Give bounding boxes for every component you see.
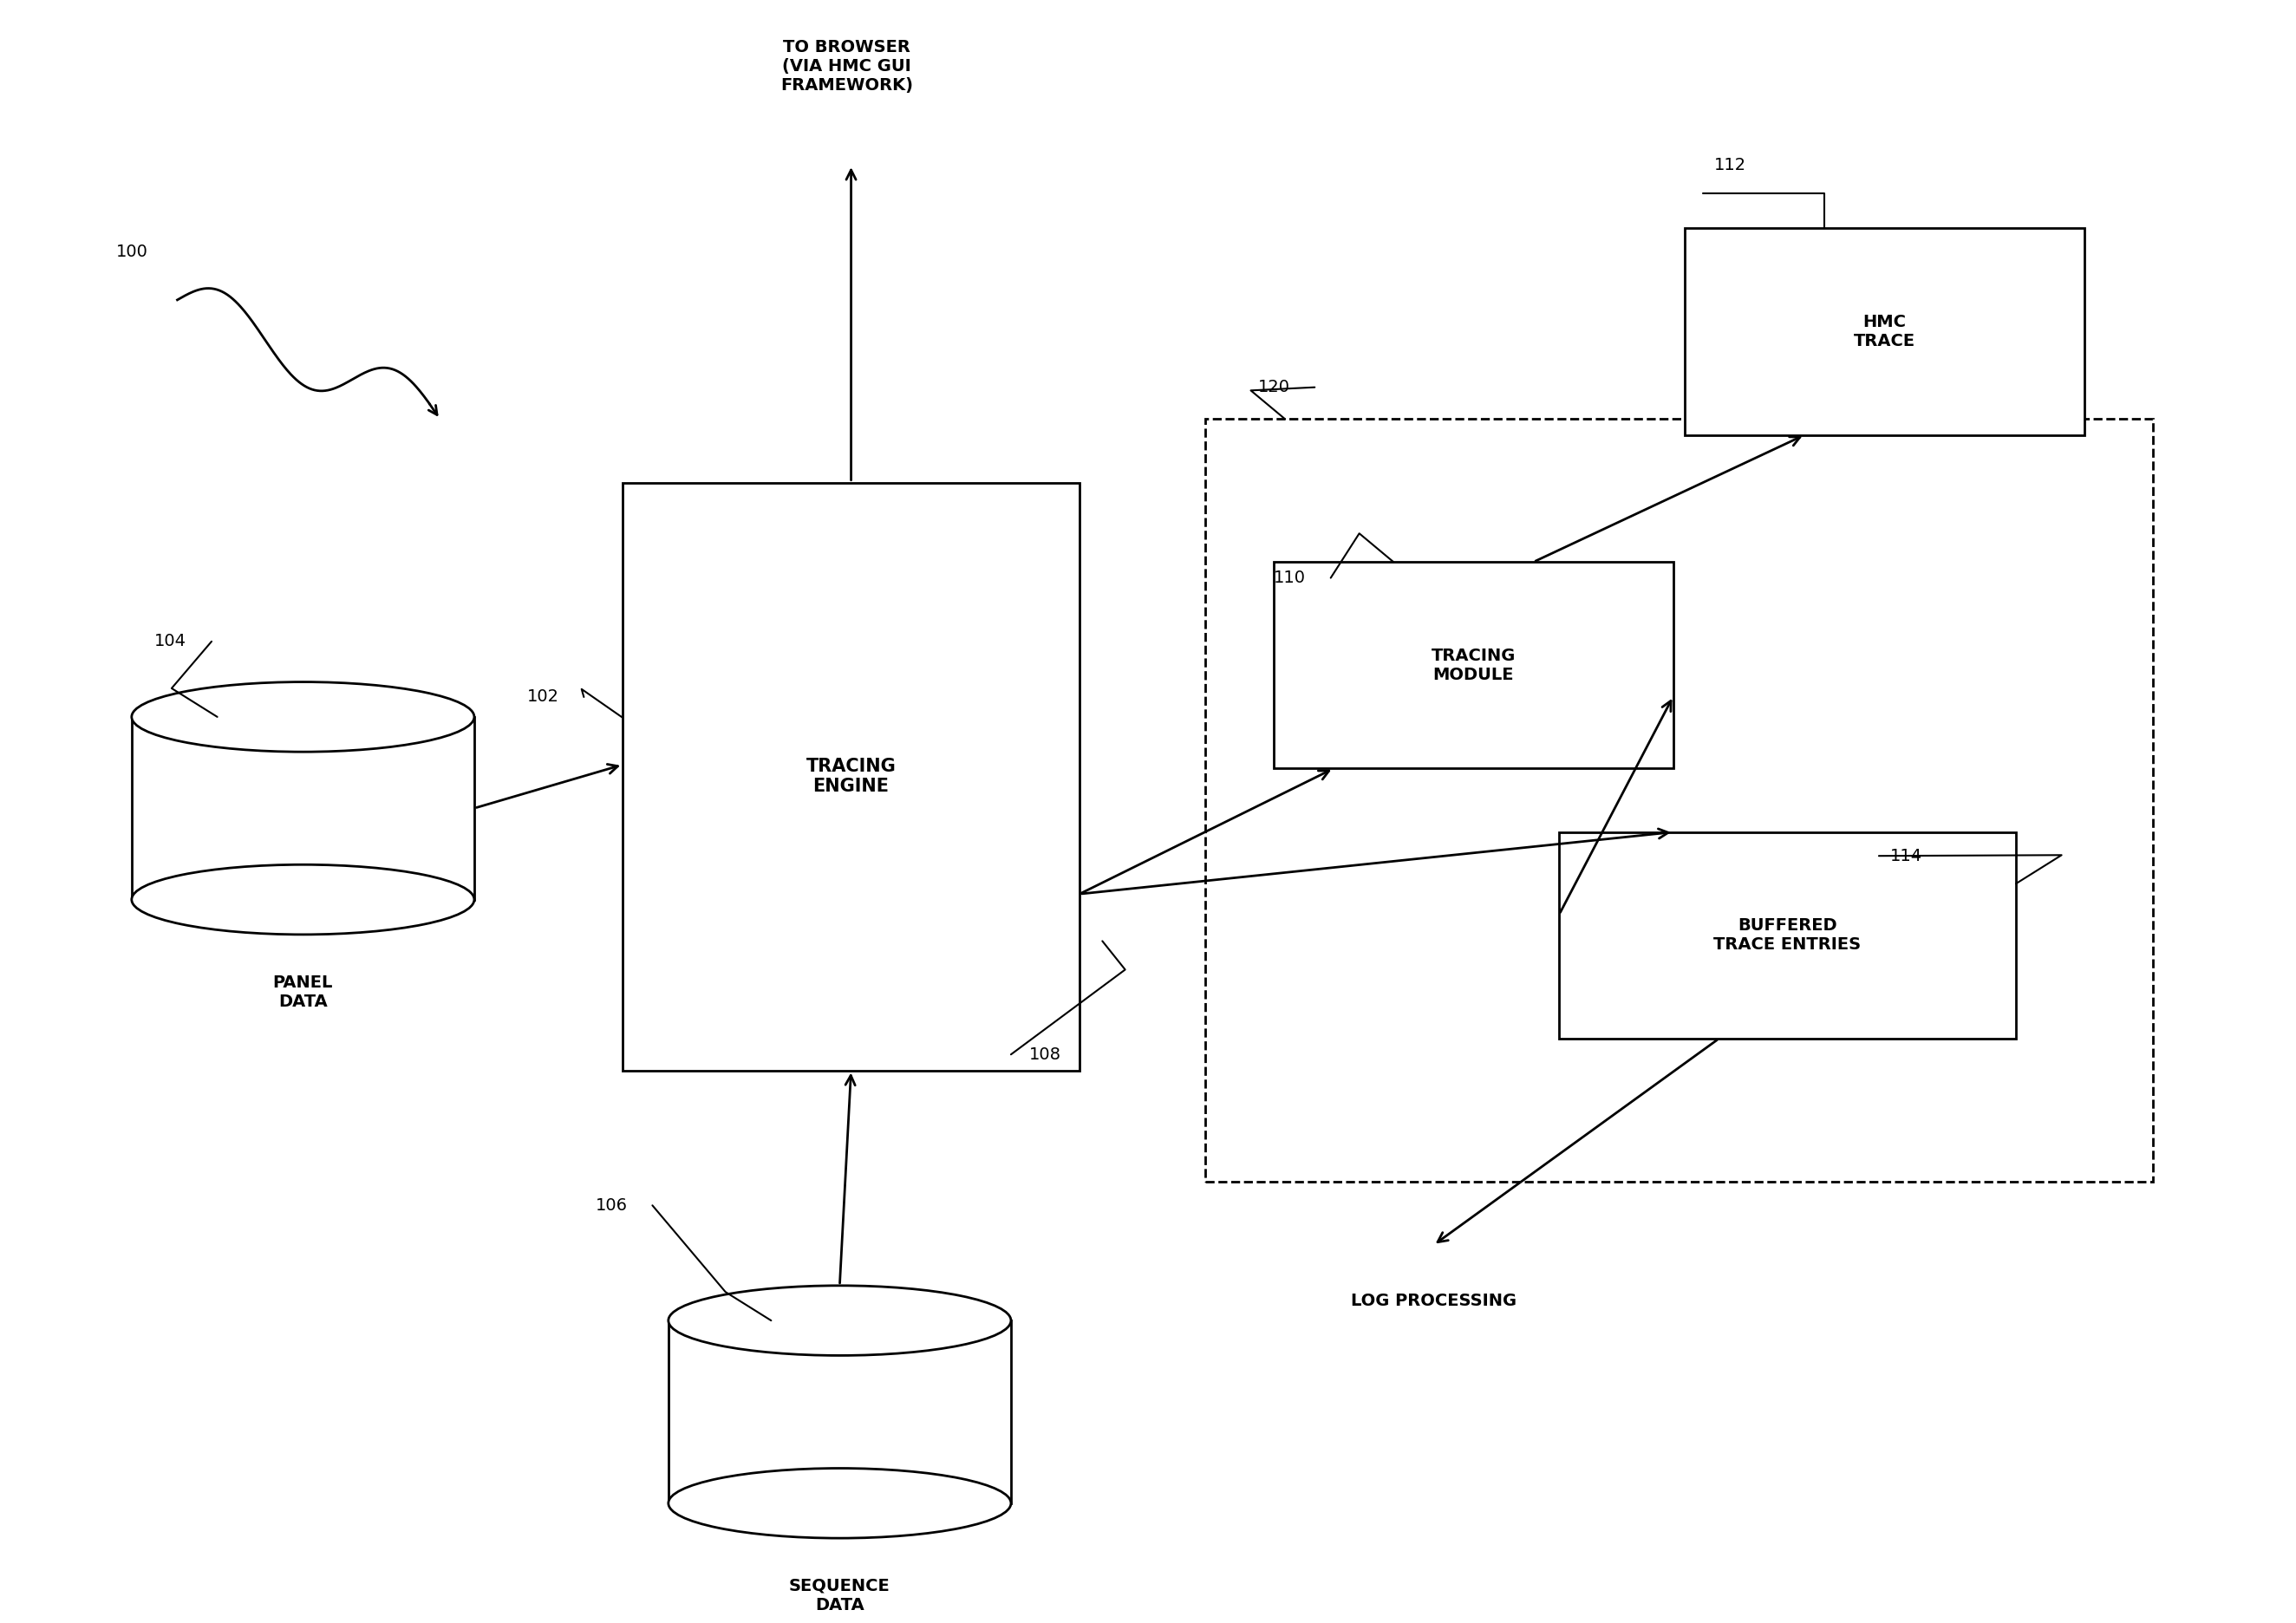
Text: SEQUENCE
DATA: SEQUENCE DATA: [790, 1578, 891, 1613]
Text: HMC
TRACE: HMC TRACE: [1853, 313, 1915, 349]
Bar: [1559, 833, 2016, 1039]
Ellipse shape: [131, 865, 475, 935]
Text: 120: 120: [1258, 380, 1290, 396]
Bar: [622, 482, 1079, 1070]
Text: 106: 106: [595, 1198, 627, 1214]
Bar: [131, 717, 475, 899]
Ellipse shape: [668, 1285, 1010, 1355]
Text: LOG PROCESSING: LOG PROCESSING: [1350, 1294, 1515, 1310]
Bar: [668, 1321, 1010, 1503]
Text: 104: 104: [154, 633, 186, 649]
Text: BUFFERED
TRACE ENTRIES: BUFFERED TRACE ENTRIES: [1713, 917, 1862, 953]
Ellipse shape: [131, 682, 475, 751]
Text: 110: 110: [1274, 570, 1306, 586]
Text: 108: 108: [1029, 1047, 1061, 1063]
Text: 100: 100: [115, 243, 147, 260]
Text: 112: 112: [1715, 157, 1747, 174]
Bar: [1205, 419, 2154, 1182]
Text: PANEL
DATA: PANEL DATA: [273, 974, 333, 1010]
Bar: [1685, 229, 2085, 435]
Text: 102: 102: [526, 688, 558, 706]
Text: TO BROWSER
(VIA HMC GUI
FRAMEWORK): TO BROWSER (VIA HMC GUI FRAMEWORK): [781, 39, 914, 94]
Bar: [1274, 562, 1674, 769]
Text: TRACING
ENGINE: TRACING ENGINE: [806, 758, 895, 795]
Ellipse shape: [668, 1469, 1010, 1539]
Text: TRACING
MODULE: TRACING MODULE: [1430, 648, 1515, 683]
Text: 114: 114: [1890, 847, 1922, 863]
